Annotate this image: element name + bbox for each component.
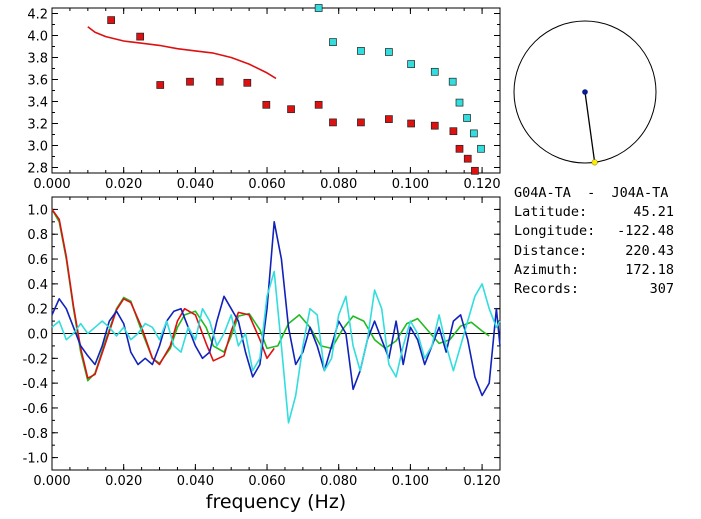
- plot-frame: [51, 7, 501, 174]
- x-tick-label: 0.020: [105, 474, 142, 489]
- x-tick-label: 0.040: [177, 177, 214, 192]
- data-point-cyan: [455, 98, 464, 107]
- info-latitude: Latitude: 45.21: [514, 203, 674, 222]
- station-b-dot: [591, 159, 598, 166]
- data-point-cyan: [357, 47, 365, 55]
- info-value: 45.21: [633, 204, 674, 221]
- x-tick-label: 0.100: [392, 177, 429, 192]
- data-point-red: [449, 127, 458, 136]
- data-point-red: [430, 121, 439, 130]
- x-tick-label: 0.060: [248, 474, 285, 489]
- y-tick-label: 0.6: [27, 253, 48, 268]
- series-line-cyan: [51, 270, 501, 424]
- data-point-red: [385, 115, 393, 123]
- data-point-red: [215, 77, 224, 86]
- x-tick-label: 0.080: [320, 474, 357, 489]
- data-point-red: [357, 118, 365, 127]
- data-point-red: [407, 119, 415, 128]
- x-tick-label: 0.040: [177, 474, 214, 489]
- data-point-red: [314, 100, 323, 109]
- data-point-cyan: [314, 4, 323, 12]
- y-tick-label: -0.2: [23, 352, 48, 367]
- x-tick-label: 0.020: [105, 177, 142, 192]
- x-tick-label: 0.120: [463, 474, 500, 489]
- x-tick-label: 0.100: [392, 474, 429, 489]
- info-value: 307: [649, 280, 674, 297]
- x-axis-label: frequency (Hz): [206, 491, 346, 513]
- y-tick-label: -0.8: [23, 427, 48, 442]
- y-tick-label: 3.6: [27, 74, 48, 89]
- data-point-cyan: [463, 114, 471, 122]
- station-pair: G04A-TA - J04A-TA: [514, 185, 669, 201]
- info-label: Records:: [514, 280, 580, 297]
- info-azimuth: Azimuth: 172.18: [514, 261, 674, 280]
- azimuth-needle: [584, 91, 596, 163]
- y-tick-label: 0.8: [27, 228, 48, 243]
- station-info: G04A-TA - J04A-TA Latitude: 45.21 Longitu…: [514, 184, 674, 299]
- x-tick-label: 0.000: [33, 177, 70, 192]
- data-point-cyan: [329, 38, 337, 46]
- y-tick-label: 0.4: [27, 278, 48, 293]
- info-records: Records: 307: [514, 280, 674, 299]
- data-point-red: [136, 32, 145, 41]
- data-point-red: [463, 154, 472, 163]
- info-label: Latitude:: [514, 204, 588, 221]
- y-tick-label: 2.8: [27, 162, 48, 177]
- x-tick-label: 0.000: [33, 474, 70, 489]
- data-point-cyan: [477, 144, 485, 153]
- y-tick-label: 0.2: [27, 303, 48, 318]
- y-tick-label: -1.0: [23, 452, 48, 467]
- y-tick-label: -0.6: [23, 402, 48, 417]
- data-point-red: [262, 100, 271, 109]
- x-tick-label: 0.080: [320, 177, 357, 192]
- spectrum-chart: 0.000 0.020 0.040 0.060 0.080 0.100 0.120 1.0 0.…: [23, 196, 501, 513]
- info-distance: Distance: 220.43: [514, 242, 674, 261]
- data-point-cyan: [448, 77, 457, 86]
- y-tick-label: 3.0: [27, 140, 48, 155]
- info-label: Distance:: [514, 242, 588, 259]
- data-point-cyan: [469, 129, 478, 138]
- info-value: -122.48: [617, 223, 674, 240]
- info-label: Azimuth:: [514, 261, 580, 278]
- data-point-red: [471, 166, 479, 175]
- x-tick-label: 0.060: [248, 177, 285, 192]
- x-tick-label: 0.120: [463, 177, 500, 192]
- data-point-red: [156, 81, 165, 89]
- y-tick-label: 3.8: [27, 52, 48, 67]
- y-tick-label: 3.4: [27, 96, 48, 111]
- y-tick-label: 1.0: [27, 203, 48, 218]
- series-line-red: [51, 208, 275, 380]
- azimuth-dial: [513, 20, 657, 166]
- y-tick-label: 4.0: [27, 30, 48, 45]
- data-point-cyan: [430, 67, 439, 76]
- dispersion-chart: 0.000 0.020 0.040 0.060 0.080 0.100 0.120 2.8 3.…: [27, 4, 501, 192]
- series-line-red: [87, 26, 277, 80]
- data-point-red: [107, 16, 115, 24]
- info-value: 220.43: [625, 242, 674, 259]
- series-line-blue: [51, 221, 501, 397]
- data-point-cyan: [407, 60, 415, 68]
- info-value: 172.18: [625, 261, 674, 278]
- y-tick-label: -0.4: [23, 377, 48, 392]
- data-point-cyan: [385, 48, 393, 56]
- y-tick-label: 3.2: [27, 118, 48, 133]
- data-point-red: [455, 144, 464, 153]
- y-tick-label: 4.2: [27, 8, 48, 23]
- data-point-red: [186, 77, 194, 86]
- y-tick-label: 0.0: [27, 328, 48, 343]
- data-point-red: [287, 105, 295, 114]
- info-label: Longitude:: [514, 223, 596, 240]
- dial-circle: [513, 20, 657, 164]
- info-longitude: Longitude: -122.48: [514, 222, 674, 241]
- data-point-red: [329, 118, 337, 127]
- station-a-dot: [582, 89, 588, 95]
- data-point-red: [243, 78, 252, 87]
